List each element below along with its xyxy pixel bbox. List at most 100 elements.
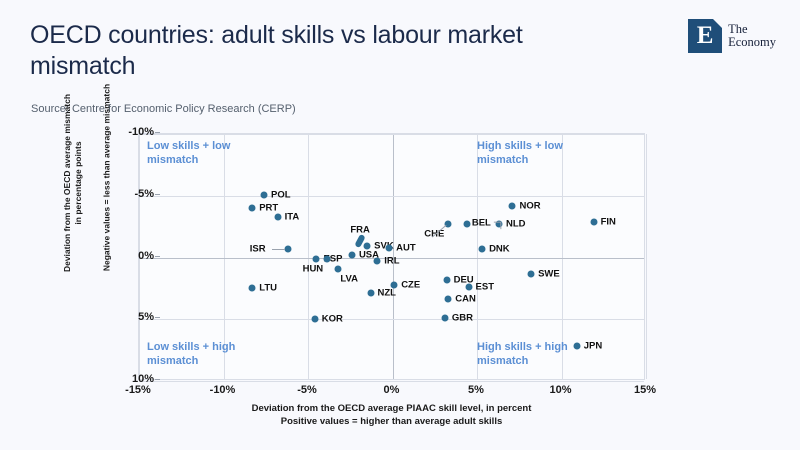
data-point-irl[interactable] [373,257,381,265]
quadrant-label-line2: mismatch [147,153,199,166]
data-point-ltu[interactable] [248,284,256,292]
data-point-kor[interactable] [311,315,319,323]
data-point-svk[interactable] [363,242,371,250]
x-axis-tick-label: -15% [125,384,151,396]
logo-mark-icon: E [688,19,723,53]
data-point-swe[interactable] [527,270,535,278]
data-point-jpn[interactable] [573,342,581,350]
x-axis-title-line1: Deviation from the OECD average PIAAC sk… [251,403,532,414]
x-axis-tick-label: 15% [633,384,657,396]
data-label-ltu: LTU [259,282,277,294]
x-axis-tick-label: 10% [549,384,572,396]
scatter-chart: Deviation from the OECD average mismatch… [28,84,776,445]
data-label-fin: FIN [600,216,616,228]
data-label-est: EST [475,281,495,293]
y-axis-title-line1: Deviation from the OECD average mismatch [62,93,72,273]
x-axis-tick-label: 0% [383,384,400,396]
leader-line-isr [271,248,285,250]
quadrant-label-low-low: Low skills + low mismatch [147,140,230,167]
plot-area: Low skills + low mismatch High skills + lo… [138,133,647,382]
logo-wordmark: The Economy [728,21,776,50]
data-label-che: CHE [424,228,445,240]
data-label-bel: BEL [471,217,491,229]
y-axis-tick-mark [155,132,160,133]
data-label-nld: NLD [505,218,526,230]
gridline-vertical [223,134,225,379]
data-point-nld[interactable] [495,220,503,228]
x-axis-tick-label: 5% [468,384,484,396]
data-label-prt: PRT [259,202,279,214]
quadrant-label-line2: mismatch [147,354,199,367]
data-label-svk: SVK [374,240,394,252]
data-label-nor: NOR [519,200,541,212]
y-axis-tick-label: 10% [94,373,160,385]
y-axis-subtitle: Negative values = less than average mism… [101,83,112,272]
gridline-horizontal [139,257,644,259]
gridline-horizontal [139,134,644,135]
data-label-swe: SWE [538,268,560,280]
data-point-bel[interactable] [463,220,471,228]
gridline-vertical [392,134,394,379]
y-axis-tick-label: 0% [94,250,160,262]
data-label-kor: KOR [321,313,343,325]
data-point-hun[interactable] [323,255,331,263]
data-point-pol[interactable] [260,191,268,198]
data-point-prt[interactable] [248,204,256,212]
data-label-esp: ESP [323,253,343,265]
data-point-cze[interactable] [390,281,398,289]
data-label-usa: USA [358,249,379,261]
data-label-aut: AUT [396,242,416,254]
logo-letter: E [696,21,714,49]
data-label-jpn: JPN [583,340,603,352]
gridline-horizontal [139,381,644,382]
brand-logo: E The Economy [688,19,776,53]
data-label-dnk: DNK [489,243,510,255]
y-axis-tick-label: 5% [94,311,160,323]
gridline-vertical [139,134,140,379]
quadrant-label-line2: mismatch [477,354,529,367]
x-axis-tick-label: -5% [297,384,317,396]
data-label-isr: ISR [249,243,266,255]
x-axis-tick-label: -10% [209,384,236,396]
logo-text-line1: The [728,21,748,36]
page-title: OECD countries: adult skills vs labour m… [30,21,523,80]
data-point-che[interactable] [444,220,452,228]
data-point-dnk[interactable] [478,245,486,253]
gridline-horizontal [139,319,644,321]
data-point-lva[interactable] [334,265,342,273]
data-point-fin[interactable] [590,218,598,226]
quadrant-label-high-low: High skills + low mismatch [477,140,563,167]
data-point-deu[interactable] [443,276,451,284]
data-point-aut[interactable] [385,244,393,252]
data-point-ita[interactable] [274,213,282,221]
data-label-gbr: GBR [451,312,473,324]
gridline-vertical [477,134,478,379]
data-point-nor[interactable] [508,202,516,210]
gridline-vertical [308,134,309,379]
quadrant-label-high-high: High skills + high mismatch [477,341,568,368]
data-label-irl: IRL [384,255,400,267]
x-axis-title: Deviation from the OECD average PIAAC sk… [138,402,645,428]
x-axis-title-line2: Positive values = higher than average ad… [280,416,503,427]
y-axis-tick-mark [155,317,160,319]
y-axis-tick-label: -5% [94,188,160,200]
data-point-can[interactable] [444,295,452,303]
quadrant-label-line1: Low skills + low [147,140,231,152]
logo-text-line2: Economy [728,35,776,49]
data-point-est[interactable] [465,283,473,291]
y-axis-tick-mark [155,193,160,195]
y-axis-tick-mark [155,379,160,380]
quadrant-label-line1: Low skills + high [147,341,236,353]
y-axis-title: Deviation from the OECD average mismatch… [62,58,84,308]
quadrant-label-line1: High skills + high [477,341,568,353]
y-axis-tick-label: -10% [94,126,160,138]
data-label-ita: ITA [284,211,300,223]
data-point-isr[interactable] [284,245,292,253]
data-label-can: CAN [455,293,476,305]
data-point-esp[interactable] [312,255,320,263]
data-point-nzl[interactable] [367,289,375,297]
gridline-horizontal [139,195,644,197]
data-point-gbr[interactable] [441,314,449,322]
data-point-usa[interactable] [348,251,356,259]
